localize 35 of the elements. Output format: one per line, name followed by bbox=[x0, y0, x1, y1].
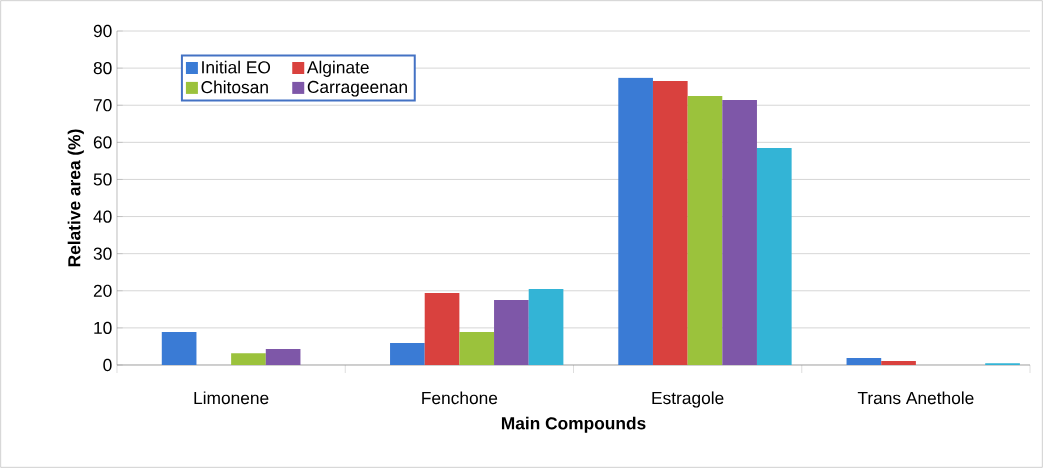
y-tick-label: 70 bbox=[93, 99, 112, 112]
bar bbox=[846, 357, 882, 365]
x-tick-label: Trans Anethole bbox=[857, 391, 974, 405]
legend-label: Chitosan bbox=[201, 80, 268, 94]
bar bbox=[424, 293, 460, 365]
y-tick-label: 40 bbox=[93, 210, 112, 223]
y-tick-label: 20 bbox=[93, 284, 112, 297]
bar bbox=[687, 95, 723, 365]
y-tick-label: 0 bbox=[103, 358, 112, 372]
x-tick-label: Limonene bbox=[194, 391, 269, 405]
y-tick-label: 50 bbox=[93, 173, 112, 186]
y-tick-label: 60 bbox=[93, 136, 112, 149]
legend-label: Carrageenan bbox=[307, 80, 407, 97]
y-tick-label: 30 bbox=[93, 247, 112, 260]
bar bbox=[528, 288, 564, 365]
bar bbox=[618, 77, 653, 365]
legend-label: Initial EO bbox=[202, 60, 271, 74]
bar bbox=[494, 300, 529, 365]
bar bbox=[652, 81, 688, 365]
bar bbox=[881, 360, 916, 365]
bar bbox=[161, 331, 197, 365]
bar bbox=[722, 100, 757, 365]
x-tick-label: Fenchone bbox=[422, 391, 498, 405]
bar bbox=[756, 147, 792, 365]
x-axis-title: Main Compounds bbox=[501, 416, 646, 433]
y-tick-label: 10 bbox=[94, 321, 112, 335]
legend-label: Alginate bbox=[306, 60, 369, 77]
bar bbox=[390, 343, 425, 365]
y-tick-label: 80 bbox=[93, 61, 112, 75]
y-axis-title: Relative area (%) bbox=[67, 129, 84, 267]
y-tick-label: 90 bbox=[93, 24, 112, 38]
bar bbox=[459, 331, 495, 365]
bar bbox=[231, 353, 266, 365]
x-tick-label: Estragole bbox=[652, 391, 724, 408]
bar bbox=[265, 349, 301, 365]
